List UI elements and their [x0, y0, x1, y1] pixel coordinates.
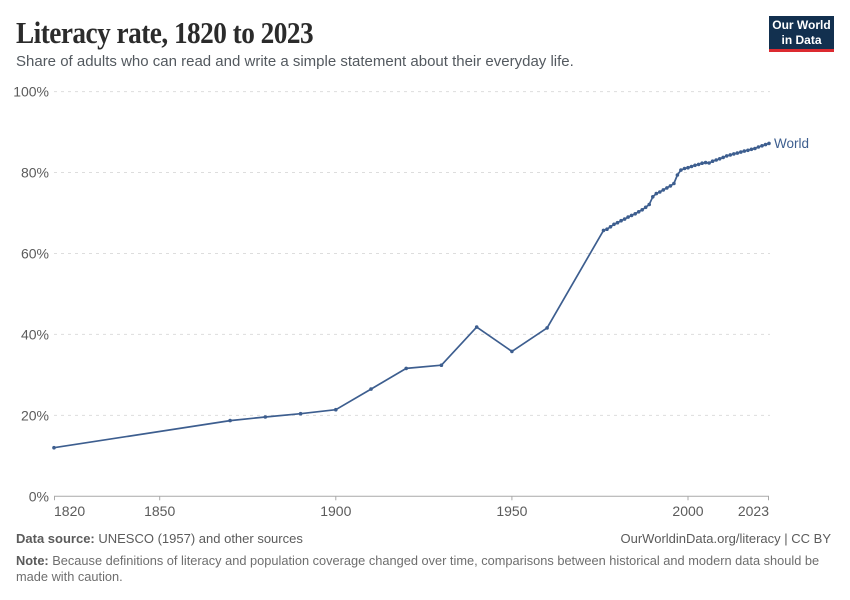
svg-text:2000: 2000	[672, 503, 703, 519]
svg-text:2023: 2023	[738, 503, 769, 519]
svg-text:80%: 80%	[21, 165, 49, 181]
svg-text:1850: 1850	[144, 503, 175, 519]
svg-text:40%: 40%	[21, 326, 49, 342]
svg-text:60%: 60%	[21, 246, 49, 262]
svg-text:World: World	[774, 136, 809, 151]
svg-text:0%: 0%	[29, 488, 49, 504]
svg-text:100%: 100%	[13, 84, 49, 100]
svg-text:1950: 1950	[496, 503, 527, 519]
svg-text:1820: 1820	[54, 503, 85, 519]
svg-text:1900: 1900	[320, 503, 351, 519]
svg-text:20%: 20%	[21, 407, 49, 423]
